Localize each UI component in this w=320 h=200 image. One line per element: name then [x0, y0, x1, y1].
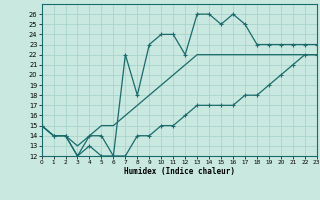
X-axis label: Humidex (Indice chaleur): Humidex (Indice chaleur)	[124, 167, 235, 176]
